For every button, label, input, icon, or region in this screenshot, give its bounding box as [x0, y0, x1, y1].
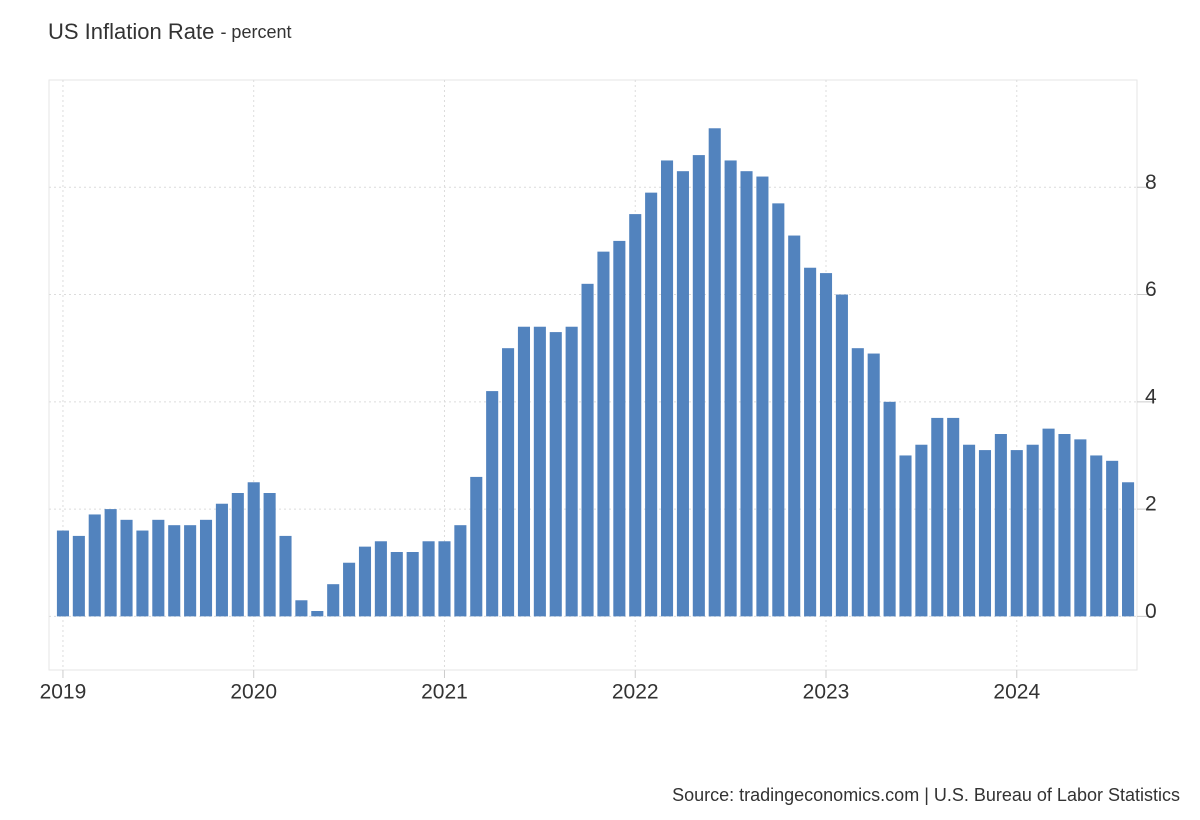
x-tick-label: 2019 [40, 681, 87, 704]
bar [549, 332, 562, 617]
bar [708, 128, 721, 617]
bar [231, 493, 244, 617]
bar [1074, 439, 1087, 617]
source: Source: tradingeconomics.com | U.S. Bure… [672, 785, 1180, 805]
bar [804, 267, 817, 617]
bar [994, 434, 1007, 617]
bar [517, 326, 531, 617]
bar [327, 584, 340, 617]
y-tick-label: 0 [1145, 600, 1157, 623]
y-tick-label: 6 [1145, 278, 1157, 301]
bar [676, 171, 689, 617]
bar [645, 192, 658, 617]
bar [740, 171, 753, 617]
bar [931, 417, 944, 617]
bar [247, 482, 260, 617]
x-tick-label: 2024 [993, 681, 1040, 704]
chart-title: US Inflation Rate - percent [48, 19, 291, 44]
bar [295, 600, 308, 617]
bar [88, 514, 101, 617]
bar [756, 176, 769, 617]
bar [358, 546, 372, 617]
bar [486, 391, 499, 617]
bar [199, 519, 213, 617]
bar [1042, 428, 1055, 617]
y-tick-label: 8 [1145, 171, 1157, 194]
bar [1090, 455, 1103, 617]
bar [788, 235, 801, 617]
bar [279, 535, 292, 617]
bar [120, 519, 133, 617]
bar [311, 611, 324, 617]
x-tick-label: 2020 [230, 681, 277, 704]
bar [406, 552, 419, 617]
bar [692, 155, 705, 617]
bar [581, 283, 594, 617]
bar [422, 541, 435, 617]
bar [136, 530, 149, 617]
bar [978, 450, 992, 617]
plot-frame [48, 79, 1138, 671]
title: US Inflation Rate [48, 19, 214, 44]
bar [1058, 434, 1071, 617]
bar [660, 160, 674, 617]
bar [597, 251, 610, 617]
bar [835, 294, 848, 617]
bar [502, 348, 515, 617]
bar [390, 552, 403, 617]
bar [1106, 460, 1119, 617]
bar [438, 541, 451, 617]
bar [1010, 450, 1023, 617]
bar [56, 530, 69, 617]
bar [963, 444, 976, 617]
y-tick-label: 2 [1145, 493, 1157, 516]
bar [343, 562, 356, 617]
bar [168, 525, 181, 617]
bar [215, 503, 228, 617]
subtitle: - percent [220, 22, 291, 42]
bar [883, 401, 896, 617]
bar [867, 353, 880, 617]
bar [104, 509, 117, 617]
bar [819, 273, 833, 617]
bar [374, 541, 387, 617]
bar [947, 417, 960, 617]
x-tick-label: 2022 [612, 681, 659, 704]
bar [565, 326, 578, 617]
bar [263, 493, 276, 617]
y-tick-label: 4 [1145, 385, 1157, 408]
bar [613, 240, 626, 617]
x-tick-label: 2021 [421, 681, 468, 704]
bar [72, 535, 85, 617]
bar [899, 455, 912, 617]
bar [629, 214, 642, 617]
bar [724, 160, 737, 617]
bar [851, 348, 864, 617]
x-tick-label: 2023 [803, 681, 850, 704]
bar [772, 203, 785, 617]
bar [915, 444, 928, 617]
bar [533, 326, 546, 617]
bar [1026, 444, 1039, 617]
bar [152, 519, 165, 617]
bar [184, 525, 197, 617]
bar [1122, 482, 1135, 617]
bar [454, 525, 467, 617]
bar [470, 476, 483, 617]
